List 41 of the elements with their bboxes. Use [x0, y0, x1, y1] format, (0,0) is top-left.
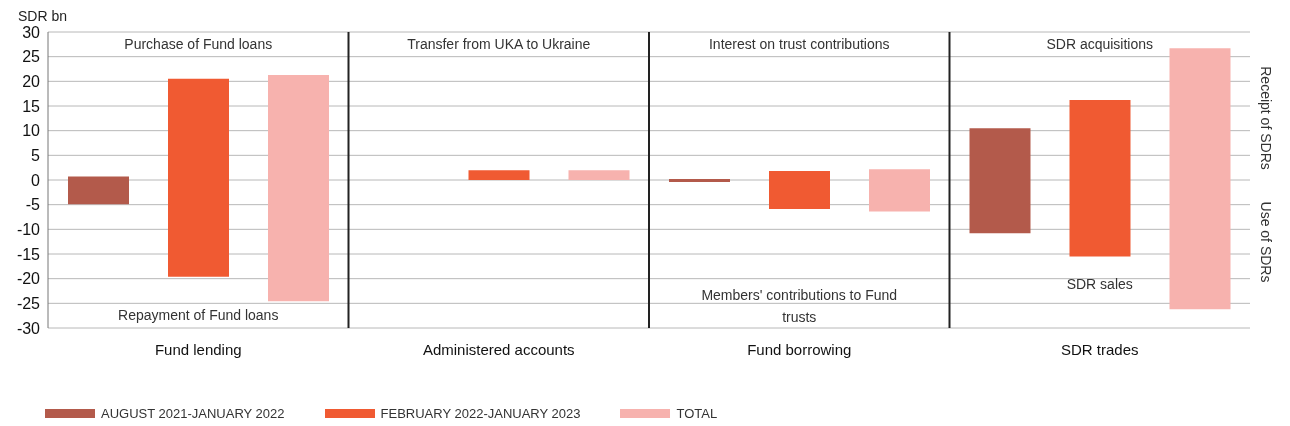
annotation: Transfer from UKA to Ukraine	[406, 35, 592, 55]
bar	[1169, 48, 1231, 310]
x-tick-label: SDR trades	[1060, 340, 1139, 358]
y-tick-label: -5	[25, 196, 41, 214]
bar	[1069, 100, 1131, 257]
annotation: SDR sales	[1065, 274, 1134, 294]
bar	[168, 78, 229, 277]
text: Receipt of SDRs	[1258, 66, 1274, 171]
annotation: Purchase of Fund loans	[123, 35, 274, 55]
y-tick-label: 25	[22, 48, 41, 66]
bar	[268, 74, 329, 302]
legend-label: FEBRUARY 2022-JANUARY 2023	[380, 406, 581, 421]
annotation: Repayment of Fund loans	[117, 305, 280, 325]
bar	[769, 171, 830, 210]
y-axis-title: SDR bn	[18, 8, 68, 24]
text: Use of SDRs	[1258, 201, 1274, 283]
y-tick-label: 10	[22, 122, 41, 140]
y-tick-label: -10	[16, 221, 41, 239]
y-tick-label: -15	[16, 245, 41, 263]
x-tick-label: Fund lending	[154, 340, 242, 358]
y-tick-label: 5	[31, 147, 41, 165]
annotation: Interest on trust contributions	[707, 35, 891, 55]
y-tick-label: -25	[16, 295, 41, 313]
bar	[869, 169, 930, 212]
bar	[468, 170, 530, 180]
bar	[669, 179, 730, 182]
y-tick-label: 15	[22, 97, 41, 115]
bar	[969, 128, 1031, 234]
y-tick-label: 20	[22, 73, 41, 91]
y-tick-label: -20	[16, 270, 41, 288]
x-tick-label: Fund borrowing	[747, 340, 852, 358]
annotation: Members' contributions to Fund trusts	[700, 285, 899, 327]
legend-label: TOTAL	[676, 406, 718, 421]
legend-label: AUGUST 2021-JANUARY 2022	[101, 406, 285, 421]
x-tick-label: Administered accounts	[422, 340, 575, 358]
bar	[568, 170, 630, 180]
annotation: SDR acquisitions	[1045, 35, 1155, 55]
bar	[68, 176, 129, 205]
y-tick-label: 30	[22, 23, 41, 41]
y-tick-label: 0	[31, 171, 41, 189]
y-tick-label: -30	[16, 319, 41, 337]
